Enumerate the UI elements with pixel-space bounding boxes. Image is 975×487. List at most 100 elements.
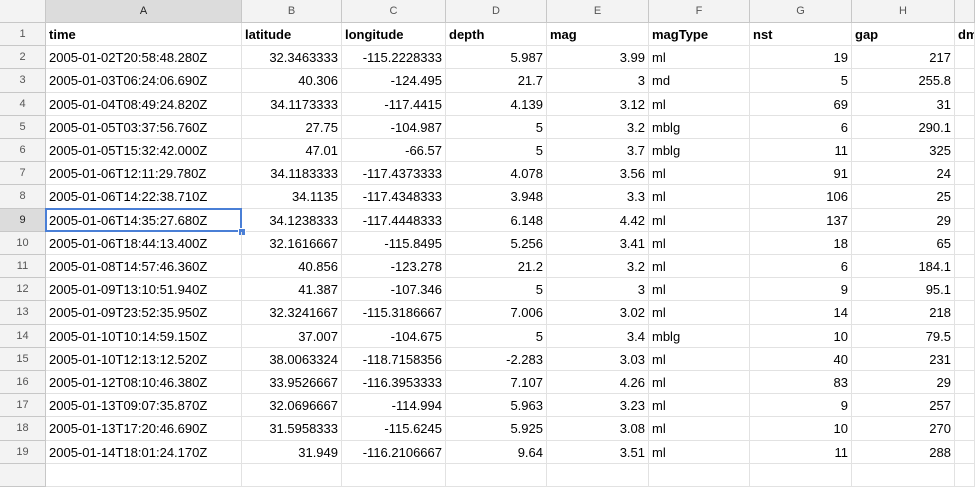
row-header-4[interactable]: 4 (0, 92, 46, 116)
cell-b13[interactable]: 32.3241667 (242, 301, 342, 325)
cell-d19[interactable]: 9.64 (446, 440, 547, 464)
cell-g11[interactable]: 6 (750, 255, 852, 279)
row-header-2[interactable]: 2 (0, 46, 46, 70)
cell-i2[interactable] (955, 46, 975, 70)
cell-h7[interactable]: 24 (852, 162, 955, 186)
row-header-partial[interactable] (0, 463, 46, 487)
cell-g14[interactable]: 10 (750, 324, 852, 348)
cell-c8[interactable]: -117.4348333 (342, 185, 446, 209)
cell-d10[interactable]: 5.256 (446, 231, 547, 255)
cell-e4[interactable]: 3.12 (547, 92, 649, 116)
header-cell-nst[interactable]: nst (750, 23, 852, 47)
cell-e7[interactable]: 3.56 (547, 162, 649, 186)
cell-d18[interactable]: 5.925 (446, 417, 547, 441)
cell-a9[interactable]: 2005-01-06T14:35:27.680Z (46, 208, 242, 232)
column-header-e[interactable]: E (547, 0, 649, 23)
cell-h12[interactable]: 95.1 (852, 278, 955, 302)
cell-g5[interactable]: 6 (750, 115, 852, 139)
cell-f18[interactable]: ml (649, 417, 750, 441)
cell-c14[interactable]: -104.675 (342, 324, 446, 348)
cell-g13[interactable]: 14 (750, 301, 852, 325)
cell-d17[interactable]: 5.963 (446, 394, 547, 418)
cell-h4[interactable]: 31 (852, 92, 955, 116)
cell-e2[interactable]: 3.99 (547, 46, 649, 70)
cell-i12[interactable] (955, 278, 975, 302)
column-header-g[interactable]: G (750, 0, 852, 23)
column-header-a[interactable]: A (46, 0, 242, 23)
cell-e17[interactable]: 3.23 (547, 394, 649, 418)
cell-g3[interactable]: 5 (750, 69, 852, 93)
cell-partial[interactable] (342, 463, 446, 487)
cell-a2[interactable]: 2005-01-02T20:58:48.280Z (46, 46, 242, 70)
cell-b2[interactable]: 32.3463333 (242, 46, 342, 70)
column-header-c[interactable]: C (342, 0, 446, 23)
cell-g18[interactable]: 10 (750, 417, 852, 441)
cell-b5[interactable]: 27.75 (242, 115, 342, 139)
cell-i7[interactable] (955, 162, 975, 186)
cell-d2[interactable]: 5.987 (446, 46, 547, 70)
cell-f10[interactable]: ml (649, 231, 750, 255)
cell-c16[interactable]: -116.3953333 (342, 371, 446, 395)
cell-e6[interactable]: 3.7 (547, 139, 649, 163)
cell-b12[interactable]: 41.387 (242, 278, 342, 302)
cell-e19[interactable]: 3.51 (547, 440, 649, 464)
cell-b8[interactable]: 34.1135 (242, 185, 342, 209)
cell-f9[interactable]: ml (649, 208, 750, 232)
cell-d5[interactable]: 5 (446, 115, 547, 139)
cell-partial[interactable] (649, 463, 750, 487)
cell-g7[interactable]: 91 (750, 162, 852, 186)
cell-g12[interactable]: 9 (750, 278, 852, 302)
cell-a8[interactable]: 2005-01-06T14:22:38.710Z (46, 185, 242, 209)
cell-b18[interactable]: 31.5958333 (242, 417, 342, 441)
cell-c9[interactable]: -117.4448333 (342, 208, 446, 232)
cell-d7[interactable]: 4.078 (446, 162, 547, 186)
row-header-6[interactable]: 6 (0, 139, 46, 163)
row-header-11[interactable]: 11 (0, 255, 46, 279)
row-header-16[interactable]: 16 (0, 371, 46, 395)
cell-h19[interactable]: 288 (852, 440, 955, 464)
row-header-1[interactable]: 1 (0, 23, 46, 47)
row-header-5[interactable]: 5 (0, 115, 46, 139)
cell-d9[interactable]: 6.148 (446, 208, 547, 232)
cell-a17[interactable]: 2005-01-13T09:07:35.870Z (46, 394, 242, 418)
cell-a18[interactable]: 2005-01-13T17:20:46.690Z (46, 417, 242, 441)
column-header-i[interactable] (955, 0, 975, 23)
cell-i3[interactable] (955, 69, 975, 93)
cell-i13[interactable] (955, 301, 975, 325)
cell-b11[interactable]: 40.856 (242, 255, 342, 279)
cell-h15[interactable]: 231 (852, 347, 955, 371)
row-header-9[interactable]: 9 (0, 208, 46, 232)
cell-c3[interactable]: -124.495 (342, 69, 446, 93)
column-header-d[interactable]: D (446, 0, 547, 23)
header-cell-latitude[interactable]: latitude (242, 23, 342, 47)
cell-d8[interactable]: 3.948 (446, 185, 547, 209)
cell-f19[interactable]: ml (649, 440, 750, 464)
cell-g17[interactable]: 9 (750, 394, 852, 418)
cell-c11[interactable]: -123.278 (342, 255, 446, 279)
column-header-h[interactable]: H (852, 0, 955, 23)
cell-c4[interactable]: -117.4415 (342, 92, 446, 116)
cell-c12[interactable]: -107.346 (342, 278, 446, 302)
cell-i8[interactable] (955, 185, 975, 209)
cell-e8[interactable]: 3.3 (547, 185, 649, 209)
cell-e14[interactable]: 3.4 (547, 324, 649, 348)
header-cell-dmi[interactable]: dmi (955, 23, 975, 47)
row-header-10[interactable]: 10 (0, 231, 46, 255)
header-cell-magtype[interactable]: magType (649, 23, 750, 47)
cell-f4[interactable]: ml (649, 92, 750, 116)
cell-i19[interactable] (955, 440, 975, 464)
cell-h2[interactable]: 217 (852, 46, 955, 70)
cell-a10[interactable]: 2005-01-06T18:44:13.400Z (46, 231, 242, 255)
cell-i18[interactable] (955, 417, 975, 441)
header-cell-longitude[interactable]: longitude (342, 23, 446, 47)
cell-g10[interactable]: 18 (750, 231, 852, 255)
cell-h18[interactable]: 270 (852, 417, 955, 441)
cell-i16[interactable] (955, 371, 975, 395)
cell-g4[interactable]: 69 (750, 92, 852, 116)
header-cell-gap[interactable]: gap (852, 23, 955, 47)
cell-i4[interactable] (955, 92, 975, 116)
cell-c19[interactable]: -116.2106667 (342, 440, 446, 464)
cell-f12[interactable]: ml (649, 278, 750, 302)
row-header-8[interactable]: 8 (0, 185, 46, 209)
cell-a12[interactable]: 2005-01-09T13:10:51.940Z (46, 278, 242, 302)
